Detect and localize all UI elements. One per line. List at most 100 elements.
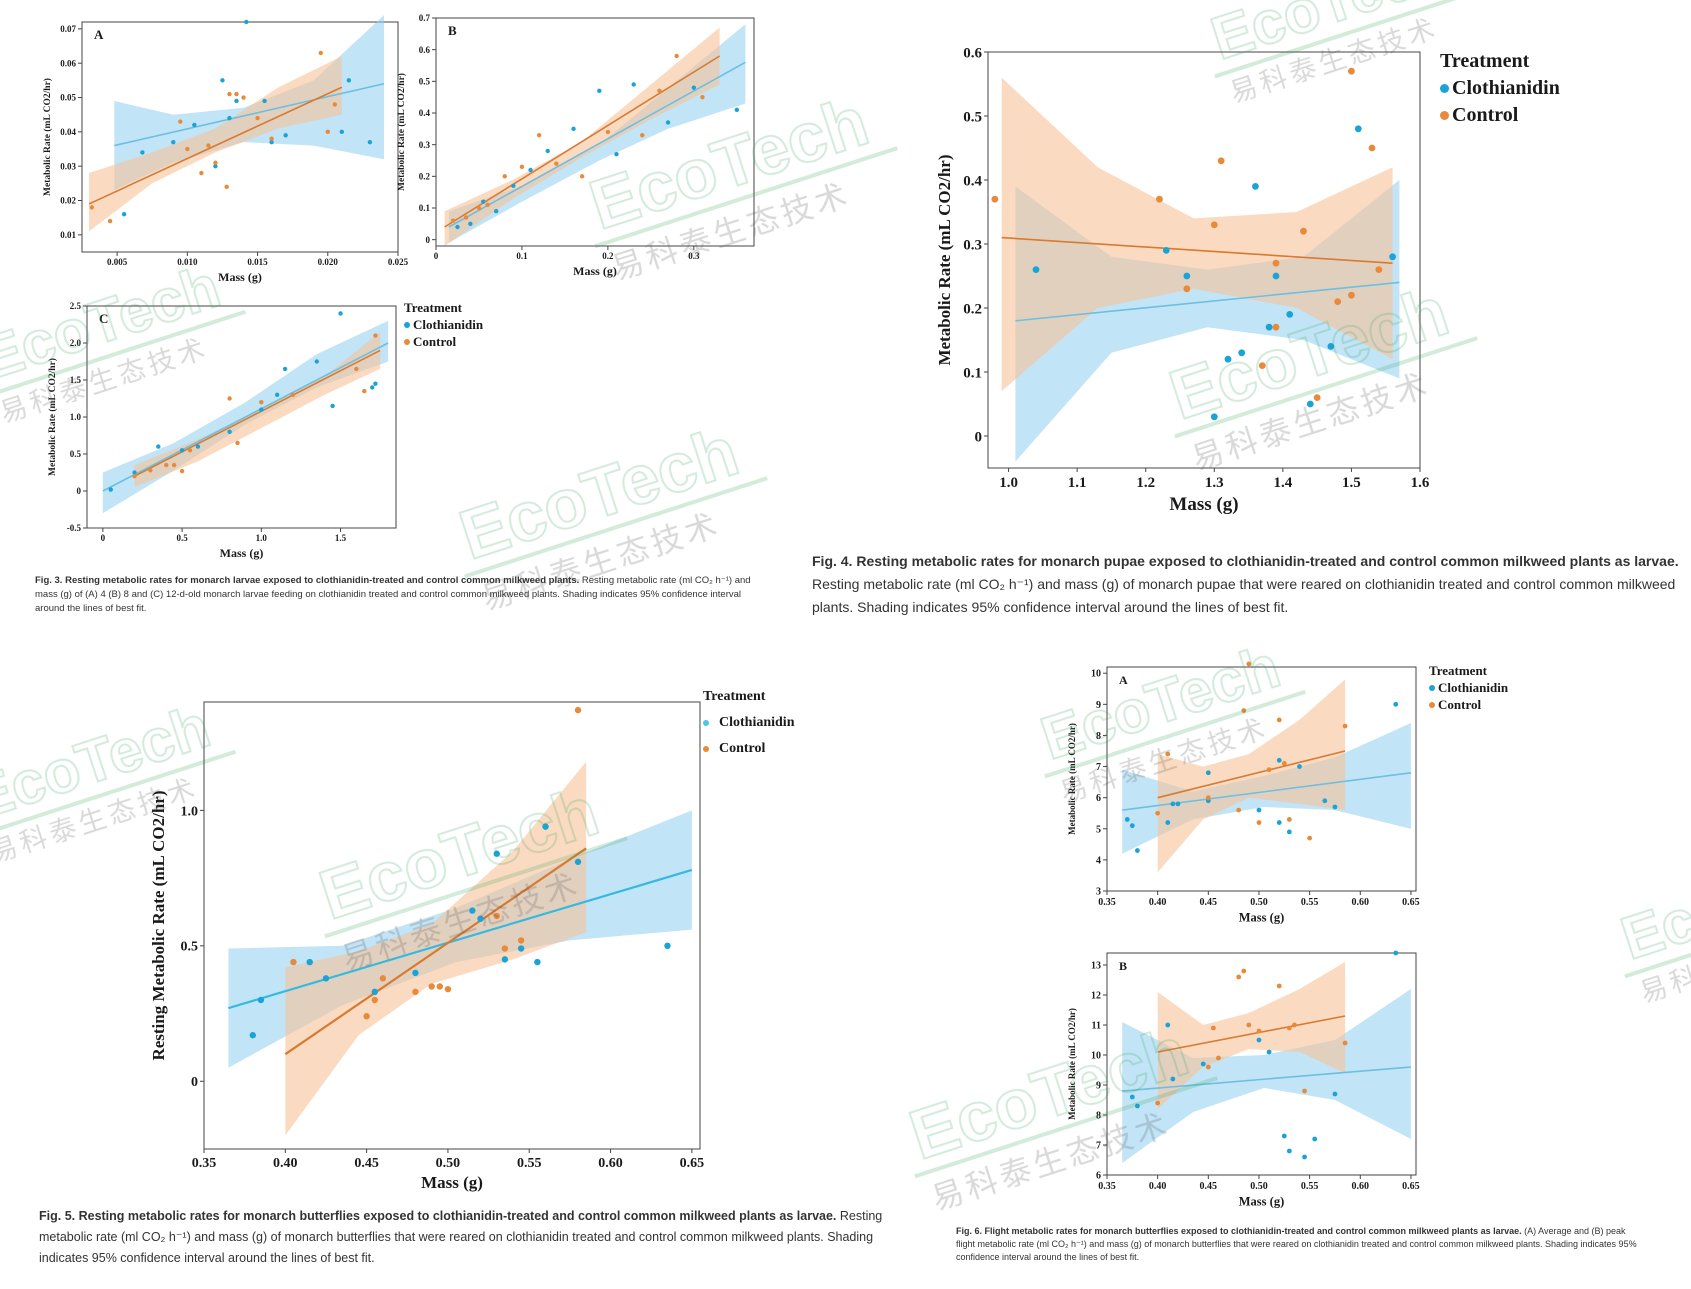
data-point-control xyxy=(1236,974,1242,980)
x-tick-label: 1.0 xyxy=(999,475,1018,491)
y-tick-label: 0.07 xyxy=(60,24,76,34)
data-point-clothianidin xyxy=(1297,764,1302,769)
data-point-clothianidin xyxy=(1162,247,1170,254)
data-point-clothianidin xyxy=(665,120,671,125)
clothianidin-swatch xyxy=(703,720,709,726)
data-point-clothianidin xyxy=(1393,701,1399,707)
confidence-band-clothianidin xyxy=(1015,180,1400,462)
data-point-clothianidin xyxy=(121,212,127,217)
data-point-control xyxy=(379,975,387,982)
x-tick-label: 0.55 xyxy=(517,1156,542,1171)
data-point-clothianidin xyxy=(542,823,549,830)
data-point-control xyxy=(1342,723,1348,729)
data-point-control xyxy=(373,333,378,338)
y-tick-label: 0.6 xyxy=(419,45,431,55)
data-point-control xyxy=(1241,968,1247,974)
x-tick-label: 0.35 xyxy=(192,1156,217,1171)
data-point-control xyxy=(185,146,190,152)
data-point-control xyxy=(1272,323,1280,331)
data-point-clothianidin xyxy=(249,1032,256,1039)
data-point-clothianidin xyxy=(367,139,373,145)
caption-fig3: Fig. 3. Resting metabolic rates for mona… xyxy=(35,574,765,616)
data-point-control xyxy=(1210,221,1218,229)
y-tick-label: 1.0 xyxy=(181,804,199,819)
data-point-control xyxy=(171,462,177,468)
data-point-control xyxy=(450,218,456,223)
data-point-clothianidin xyxy=(370,385,375,390)
y-tick-label: 10 xyxy=(1091,1051,1101,1062)
x-axis-label: Mass (g) xyxy=(218,270,262,284)
data-point-control xyxy=(371,996,378,1004)
chart-fig6A: 0.35 0.40 0.45 0.50 0.55 0.60 0.65 3 4 5 6 7 8 9 10 Mas… xyxy=(1067,661,1420,925)
watermark-rule xyxy=(464,476,768,579)
y-tick-label: 0.5 xyxy=(70,449,82,459)
data-point-clothianidin xyxy=(314,359,319,364)
data-point-control xyxy=(444,985,452,993)
data-point-control xyxy=(1342,1040,1348,1046)
data-point-clothianidin xyxy=(574,858,582,866)
y-tick-label: 0.5 xyxy=(181,940,199,955)
data-point-clothianidin xyxy=(1252,183,1259,190)
data-point-control xyxy=(657,88,662,94)
data-point-control xyxy=(241,95,246,100)
y-tick-label: 0.06 xyxy=(60,58,76,68)
x-tick-label: 0.40 xyxy=(273,1156,298,1171)
y-axis-label: Metabolic Rate (mL CO2/hr) xyxy=(1067,723,1077,835)
y-tick-label: 0 xyxy=(426,235,431,245)
data-point-control xyxy=(354,366,359,372)
data-point-clothianidin xyxy=(412,969,419,977)
data-point-control xyxy=(640,132,645,138)
y-tick-label: 11 xyxy=(1092,1021,1101,1032)
data-point-clothianidin xyxy=(330,403,335,409)
y-tick-label: 0.1 xyxy=(419,203,431,213)
x-tick-label: 0.2 xyxy=(602,251,614,261)
watermark-rule xyxy=(1044,689,1307,779)
control-swatch xyxy=(703,746,709,752)
data-point-control xyxy=(290,392,296,397)
x-axis-label: Mass (g) xyxy=(573,264,617,278)
x-tick-label: 0.55 xyxy=(1301,1181,1319,1192)
data-point-control xyxy=(1246,1022,1252,1028)
data-point-clothianidin xyxy=(1302,1154,1307,1160)
y-tick-label: 0.2 xyxy=(963,301,982,317)
data-point-control xyxy=(579,174,585,179)
data-point-clothianidin xyxy=(1327,343,1335,350)
data-point-clothianidin xyxy=(1266,1049,1272,1055)
x-tick-label: 1.6 xyxy=(1411,475,1430,491)
data-point-control xyxy=(1276,717,1282,723)
data-point-clothianidin xyxy=(481,199,486,204)
data-point-control xyxy=(1348,67,1355,75)
data-point-clothianidin xyxy=(338,311,343,316)
y-tick-label: 2.0 xyxy=(70,338,82,348)
data-point-control xyxy=(700,94,705,100)
data-point-clothianidin xyxy=(108,487,113,492)
data-point-clothianidin xyxy=(227,115,232,121)
legend-fig6: Treatment Clothianidin Control xyxy=(1429,662,1508,713)
panel-label: A xyxy=(1119,673,1128,687)
data-point-control xyxy=(605,129,611,135)
watermark-brand: EcoTech xyxy=(1613,833,1691,973)
legend-label-control: Control xyxy=(1452,104,1519,126)
y-tick-label: 0 xyxy=(191,1075,198,1090)
y-axis-label: Metabolic Rate (mL CO2/hr) xyxy=(396,73,407,191)
data-point-clothianidin xyxy=(1210,413,1218,421)
data-point-control xyxy=(1205,795,1211,801)
data-point-clothianidin xyxy=(1332,1091,1338,1097)
data-point-clothianidin xyxy=(1286,311,1294,318)
x-tick-label: 1.5 xyxy=(335,533,347,543)
fit-line-clothianidin xyxy=(102,342,389,492)
data-point-control xyxy=(1272,259,1280,267)
y-tick-label: 10 xyxy=(1091,669,1101,680)
fit-line-clothianidin xyxy=(1015,281,1400,322)
legend-fig3: Treatment Clothianidin Control xyxy=(404,299,483,350)
legend-title: Treatment xyxy=(703,689,766,704)
data-point-clothianidin xyxy=(132,470,137,475)
data-point-control xyxy=(235,440,240,446)
data-point-control xyxy=(227,396,232,401)
y-tick-label: 9 xyxy=(1096,1081,1101,1092)
legend-fig5: Treatment Clothianidin Control xyxy=(703,684,794,762)
confidence-band-control xyxy=(1157,679,1346,873)
y-tick-label: 8 xyxy=(1096,1111,1101,1122)
